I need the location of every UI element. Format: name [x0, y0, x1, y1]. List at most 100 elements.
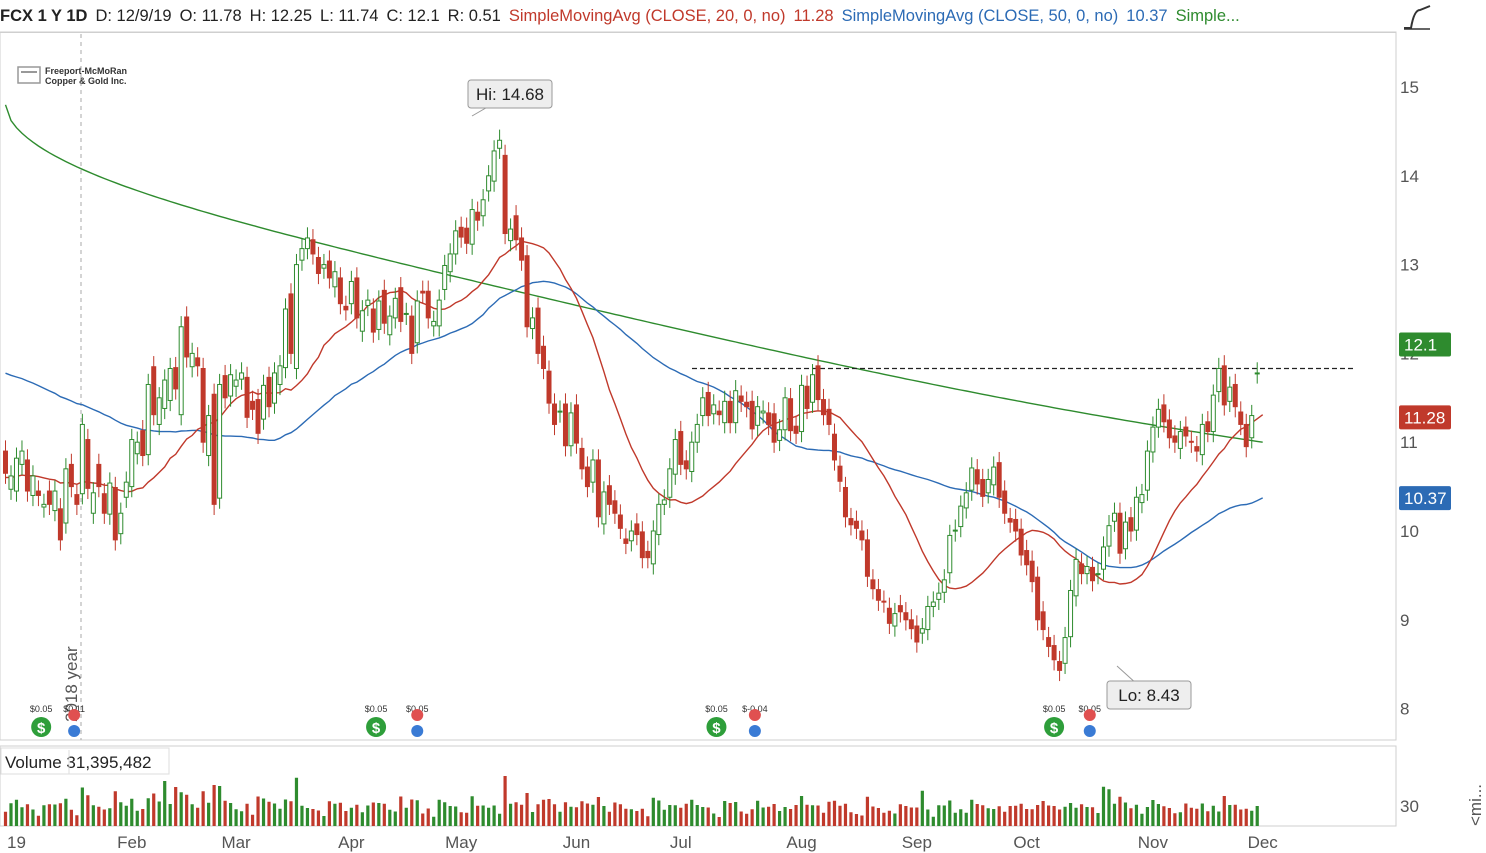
candle — [1035, 566, 1041, 631]
high-callout: Hi: 14.68 — [467, 79, 553, 117]
candle — [530, 307, 536, 340]
candle-body — [112, 486, 118, 541]
candle — [853, 510, 859, 539]
candle — [722, 390, 728, 434]
volume-bar — [201, 791, 205, 826]
volume-bar — [915, 807, 919, 826]
candle — [1188, 430, 1194, 453]
logo-text-line2: Copper & Gold Inc. — [45, 76, 127, 86]
candle-body — [123, 481, 129, 498]
volume-bar — [498, 813, 502, 826]
candle — [107, 472, 113, 525]
volume-bar — [207, 802, 211, 826]
candle-body — [766, 412, 772, 425]
candle-body — [315, 256, 321, 274]
candle-body — [1227, 386, 1233, 402]
volume-bar — [706, 807, 710, 826]
candle-body — [711, 404, 717, 415]
symbol-label[interactable]: FCX 1 Y 1D — [0, 7, 88, 25]
candle-body — [557, 410, 563, 413]
candle — [1024, 539, 1030, 576]
low-callout: Lo: 8.43 — [1106, 665, 1192, 710]
candle — [886, 597, 892, 635]
candle-body — [1068, 589, 1074, 638]
candle — [35, 480, 41, 507]
candle-body — [705, 391, 711, 417]
volume-bar — [42, 805, 46, 826]
candle-body — [167, 367, 173, 401]
candle-body — [1172, 435, 1178, 443]
candle — [30, 465, 36, 507]
candle-body — [804, 385, 810, 409]
candle — [513, 205, 519, 251]
volume-bar — [525, 793, 529, 826]
candle-body — [8, 475, 14, 490]
candle — [584, 456, 590, 498]
volume-bar — [163, 781, 167, 826]
volume-bar — [108, 808, 112, 826]
volume-bar — [283, 799, 288, 826]
candle — [469, 198, 475, 255]
volume-bar — [975, 804, 979, 826]
candle-body — [1046, 637, 1052, 647]
volume-bar — [1118, 796, 1122, 826]
candle-body — [1073, 558, 1079, 597]
chart-style-toggle-icon[interactable] — [1400, 2, 1434, 32]
sma20-study-label[interactable]: SimpleMovingAvg (CLOSE, 20, 0, no) — [508, 7, 786, 25]
volume-bar — [124, 805, 128, 826]
candle-body — [239, 372, 245, 380]
volume-bar — [267, 801, 271, 826]
candle — [705, 381, 711, 427]
volume-bar — [36, 815, 41, 826]
volume-bar — [338, 802, 342, 826]
candle-body — [310, 239, 316, 255]
price-tag-box — [1399, 405, 1451, 430]
candle-body — [1051, 645, 1057, 661]
sma200-study-label[interactable]: Simple... — [1175, 7, 1240, 25]
volume-bar — [1167, 808, 1171, 826]
candle — [930, 591, 936, 618]
candle — [903, 602, 909, 631]
candle — [436, 289, 442, 337]
volume-bar — [569, 806, 573, 826]
volume-bar — [272, 803, 277, 826]
earnings-event: $0.05 — [406, 704, 429, 737]
volume-bar — [750, 809, 754, 826]
volume-bar — [1090, 807, 1095, 826]
candle-body — [282, 308, 288, 369]
volume-bar — [629, 809, 633, 826]
price-tag: 12.1 — [1399, 332, 1451, 357]
sma50-study-label[interactable]: SimpleMovingAvg (CLOSE, 50, 0, no) — [841, 7, 1119, 25]
candle — [3, 440, 8, 484]
volume-bar — [443, 802, 447, 826]
candle — [381, 279, 387, 334]
candle — [288, 283, 294, 365]
volume-bar — [1008, 806, 1012, 826]
candle-body — [19, 450, 25, 465]
price-tick-label: 11 — [1400, 433, 1418, 452]
price-tag-label: 12.1 — [1404, 336, 1437, 355]
candle-body — [1101, 546, 1106, 570]
candle-body — [722, 400, 728, 424]
candle-body — [628, 530, 634, 542]
candle — [420, 280, 426, 304]
volume-label-box — [0, 747, 170, 775]
month-label: Oct — [1013, 833, 1040, 852]
volume-bar — [1057, 809, 1062, 826]
candle-body — [376, 300, 382, 330]
volume-bar — [404, 807, 408, 826]
date-label: D: 12/9/19 — [95, 7, 172, 25]
candle — [985, 468, 991, 504]
candle — [562, 393, 568, 457]
volume-bar — [174, 787, 178, 826]
candle-body — [370, 308, 376, 333]
candle — [1194, 435, 1200, 462]
candle — [678, 420, 684, 476]
candle-body — [409, 315, 415, 354]
volume-bar — [58, 803, 62, 826]
candle-body — [217, 383, 223, 499]
candle — [969, 457, 975, 501]
candle-body — [326, 260, 332, 279]
volume-bar — [371, 802, 375, 826]
candle — [925, 595, 931, 641]
